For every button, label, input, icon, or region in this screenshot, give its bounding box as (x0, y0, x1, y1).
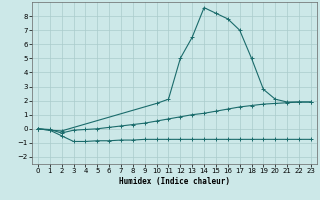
X-axis label: Humidex (Indice chaleur): Humidex (Indice chaleur) (119, 177, 230, 186)
